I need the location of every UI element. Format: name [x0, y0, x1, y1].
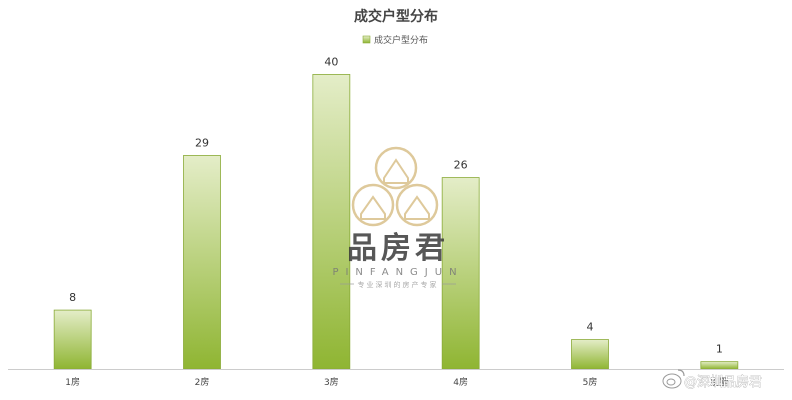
value-label-6: 1 [716, 343, 723, 356]
legend-label: 成交户型分布 [374, 34, 428, 46]
value-label-2: 29 [195, 136, 209, 149]
bars [53, 74, 739, 370]
bar-5 [571, 339, 609, 370]
value-label-4: 26 [454, 159, 468, 172]
chart-title: 成交户型分布 [354, 8, 438, 25]
legend: 成交户型分布 [362, 34, 428, 46]
bar-2 [183, 155, 221, 370]
value-label-3: 40 [324, 55, 338, 68]
three-house-circles-icon [351, 146, 439, 227]
watermark-brand-cn: 品房君 [347, 231, 449, 266]
x-tick-label-4: 4房 [453, 376, 468, 388]
x-tick-label-5: 5房 [583, 376, 598, 388]
watermark: 品房君 PINFANGJUN 专业深圳的房产专家 [332, 146, 463, 289]
x-tick-label-2: 2房 [195, 376, 210, 388]
credit: @深圳品房君 [662, 369, 762, 390]
legend-swatch [362, 35, 371, 44]
x-tick-label-3: 3房 [324, 376, 339, 388]
watermark-slogan: 专业深圳的房产专家 [358, 280, 439, 289]
value-label-5: 4 [587, 321, 594, 334]
value-labels: 8 29 40 26 4 1 [69, 55, 723, 355]
bar-6 [700, 361, 739, 370]
value-label-1: 8 [69, 291, 76, 304]
credit-text: @深圳品房君 [684, 374, 762, 390]
x-tick-label-6: 别墅 [710, 377, 728, 388]
bar-3 [312, 74, 351, 370]
weibo-icon [662, 369, 685, 389]
watermark-brand-en: PINFANGJUN [332, 267, 463, 278]
bar-1 [53, 309, 92, 370]
x-tick-label-1: 1房 [65, 376, 80, 388]
bar-4 [441, 177, 480, 370]
x-axis-ticks: 1房 2房 3房 4房 5房 别墅 [65, 376, 728, 388]
